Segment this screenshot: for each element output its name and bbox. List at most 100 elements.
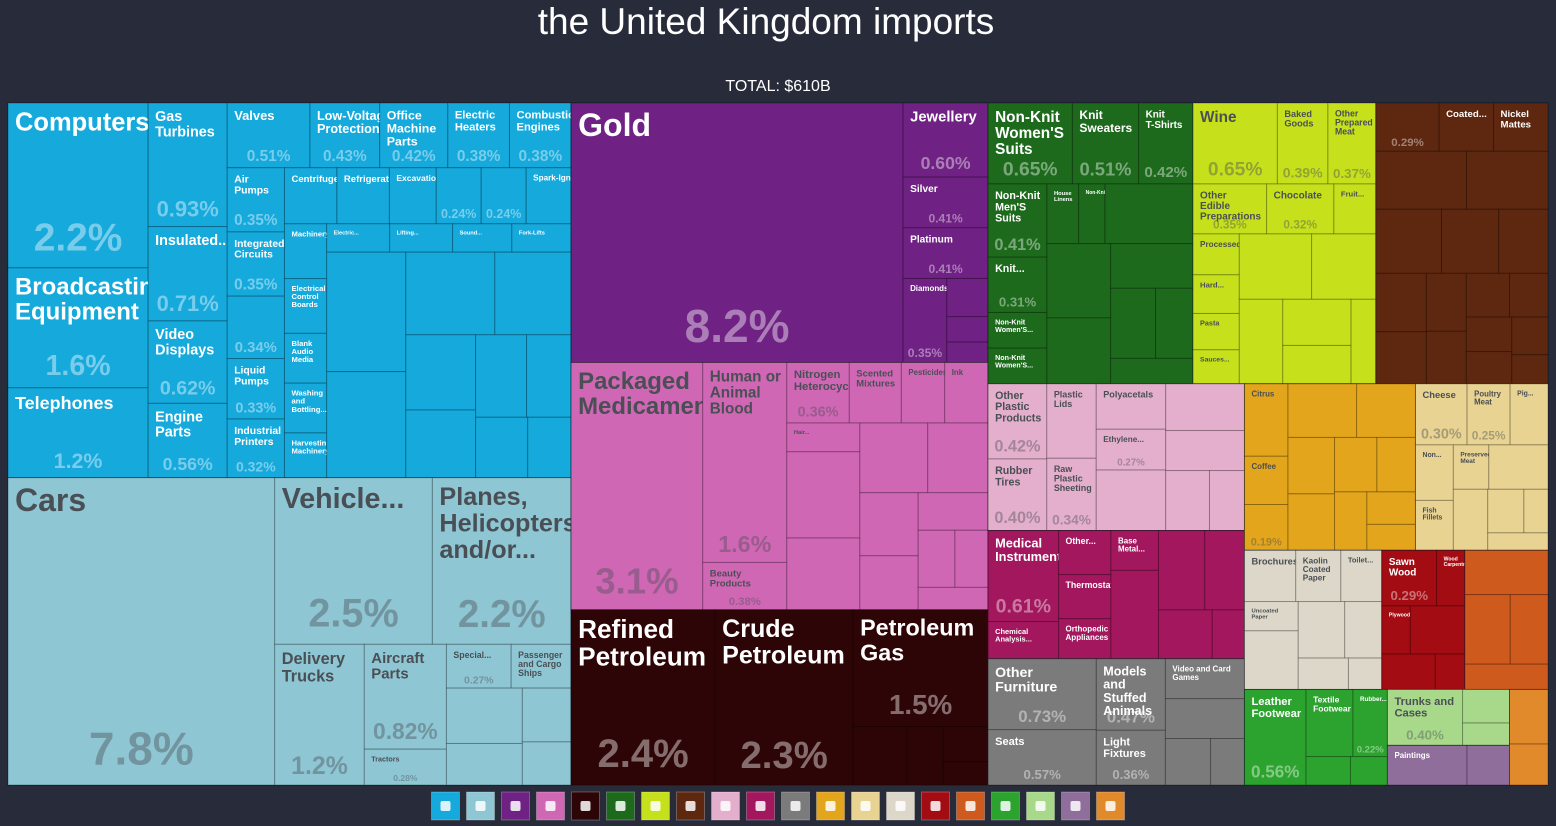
cell[interactable] [946,316,989,343]
cell[interactable] [475,416,529,479]
cell[interactable] [1509,688,1549,745]
cell-rect[interactable] [1095,729,1166,786]
cell-rect[interactable] [1157,609,1213,660]
cell[interactable]: 0.19% [1243,504,1289,551]
cell-rect[interactable] [1095,658,1166,731]
cell[interactable] [1465,272,1511,318]
cell[interactable] [1282,344,1352,385]
cell[interactable] [917,586,989,611]
cell[interactable]: Jewellery 0.60% [902,102,989,178]
cell[interactable]: Gold 8.2% [570,102,904,363]
cell-rect[interactable] [1386,744,1468,786]
cell-rect[interactable] [786,422,861,453]
cell-rect[interactable] [1375,272,1427,333]
cell[interactable]: Seats 0.57% [987,729,1097,786]
cell[interactable]: Base Metal... [1110,530,1159,571]
cell[interactable]: Plywood [1381,605,1411,655]
cell[interactable] [1487,488,1525,534]
cell[interactable] [1046,317,1112,385]
cell-rect[interactable] [326,223,391,253]
cell-rect[interactable] [475,416,529,479]
cell[interactable]: Centrifuges [283,167,344,225]
cell-rect[interactable] [1266,183,1335,235]
cell[interactable]: Computers 2.2% [7,102,149,269]
cell[interactable] [1287,436,1336,495]
cell-rect[interactable] [1409,605,1466,655]
cell[interactable] [1110,569,1159,660]
cell[interactable]: Hard... [1192,274,1240,314]
cell-rect[interactable] [786,451,861,539]
cell-rect[interactable] [1414,499,1454,551]
cell[interactable] [326,251,407,373]
cell[interactable] [1375,331,1427,385]
cell[interactable]: Petroleum Gas 1.5% [852,609,989,728]
cell[interactable] [1462,688,1511,724]
cell-rect[interactable] [510,643,572,689]
sector-icon[interactable] [536,791,565,821]
cell-rect[interactable] [7,387,149,479]
cell[interactable]: Orthopedic Appliances [1058,618,1112,660]
cell-rect[interactable] [1438,102,1495,152]
sector-icon[interactable] [641,791,670,821]
cell[interactable] [786,537,861,611]
cell[interactable] [521,687,572,743]
cell-rect[interactable] [852,726,908,786]
cell[interactable] [859,492,919,557]
cell-rect[interactable] [147,102,228,228]
cell-rect[interactable] [283,167,338,225]
cell[interactable]: Special... 0.27% [445,643,512,689]
cell-rect[interactable] [1509,594,1549,665]
cell[interactable] [445,742,523,786]
cell-rect[interactable] [927,422,989,494]
cell[interactable]: Air Pumps 0.35% [226,167,285,233]
cell[interactable] [1287,383,1358,438]
cell[interactable] [1165,430,1245,472]
cell[interactable]: Telephones 1.2% [7,387,149,479]
cell-rect[interactable] [917,586,989,611]
cell[interactable] [1366,491,1416,525]
sector-icon[interactable] [466,791,495,821]
cell-rect[interactable] [1509,383,1549,446]
cell[interactable] [1509,272,1549,318]
cell-rect[interactable] [987,102,1073,185]
sector-icon[interactable] [921,791,950,821]
cell[interactable]: Valves 0.51% [226,102,311,169]
cell[interactable]: Rubber... 0.22% [1352,688,1388,758]
cell-rect[interactable] [1375,150,1468,210]
cell-rect[interactable] [526,334,572,418]
cell-rect[interactable] [1211,609,1245,660]
cell[interactable] [405,251,496,336]
cell-rect[interactable] [1465,316,1513,353]
cell-rect[interactable] [570,361,704,611]
cell-rect[interactable] [987,658,1097,731]
cell[interactable]: Cheese 0.30% [1414,383,1468,446]
cell[interactable] [1287,493,1336,551]
cell[interactable] [1425,272,1467,332]
cell-rect[interactable] [702,561,788,611]
cell[interactable] [1409,605,1466,655]
cell-rect[interactable] [1104,183,1194,245]
cell[interactable] [954,529,989,588]
cell[interactable] [1466,744,1511,786]
cell[interactable] [1297,601,1346,659]
cell[interactable] [786,451,861,539]
cell-rect[interactable] [226,231,285,297]
cell[interactable] [1282,298,1352,346]
cell-rect[interactable] [1164,698,1245,740]
cell-rect[interactable] [388,167,437,225]
cell[interactable]: Beauty Products 0.38% [702,561,788,611]
cell-rect[interactable] [987,729,1097,786]
cell-rect[interactable] [902,227,989,279]
cell-rect[interactable] [946,316,989,343]
cell[interactable] [1347,657,1383,690]
cell[interactable]: Nickel Mattes [1493,102,1549,152]
cell-rect[interactable] [1305,756,1351,786]
cell[interactable]: Integrated Circuits 0.35% [226,231,285,297]
cell-rect[interactable] [987,530,1060,623]
cell-rect[interactable] [1243,504,1289,551]
cell-rect[interactable] [1434,653,1466,690]
cell[interactable] [942,726,989,763]
cell[interactable]: Non-Knit... [1078,183,1112,245]
cell-rect[interactable] [848,361,902,424]
